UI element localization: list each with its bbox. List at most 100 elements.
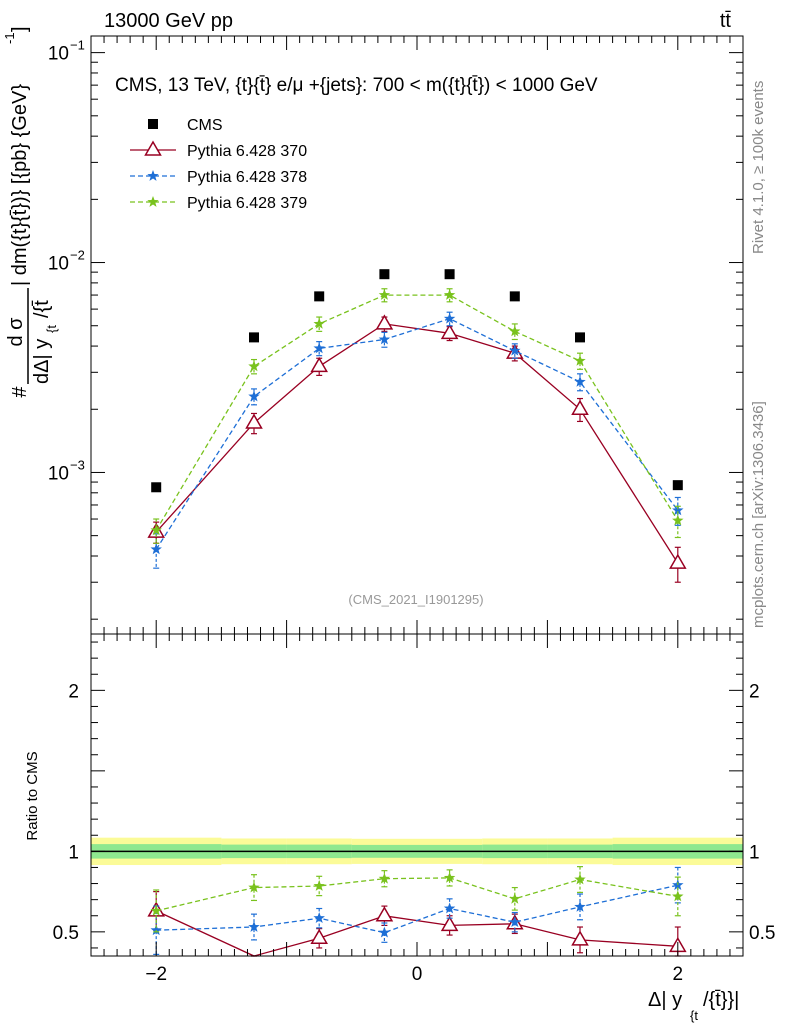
main-370-point [375,314,394,330]
ratio-378-point [150,924,162,936]
ratio-plot-frame [90,633,744,957]
ratio-370-point [310,928,328,945]
main-y-tick-label: 10 [48,44,69,65]
header-left-label: 13000 GeV pp [104,10,233,32]
legend-label: Pythia 6.428 378 [187,169,307,186]
ratio-379-point [443,871,456,883]
ratio-y-tick-label-left: 2 [68,681,79,702]
ratio-379-point [248,881,260,893]
main-panel: 10−110−210−3 CMS, 13 TeV, {t}{t̄} e/μ +{… [2,26,744,635]
main-378-series [150,311,684,569]
main-378-point [313,342,325,354]
ylabel-prefix: # [9,386,31,398]
ratio-x-axis-label: Δ| y {t /{t̄}}| [648,989,739,1023]
ratio-379-line [156,877,678,912]
ratio-378-point [248,921,260,932]
main-379-point [443,289,456,300]
ratio-379-point [150,904,162,916]
ratio-x-tick-labels: −2 0 2 [145,964,683,985]
main-379-series [150,288,684,544]
ratio-379-series [150,866,684,933]
main-379-line [155,294,679,531]
ratio-y-tick-labels: 0.5 0.5 1 1 2 2 [53,681,776,944]
main-y-tick-exponent: −3 [70,457,85,472]
main-370-point [310,356,328,373]
main-378-point [509,344,521,356]
ratio-378-point [574,900,586,912]
ratio-370-point [440,915,459,932]
main-379-point [509,325,521,337]
main-378-point [574,375,586,387]
main-378-point [378,333,391,345]
main-370-point [245,413,263,429]
ratio-axis-ticks [90,634,744,956]
ratio-uncertainty-bands [91,837,743,866]
ratio-379-point [313,879,325,891]
ratio-378-point [313,912,325,924]
main-370-point [669,553,687,569]
ratio-x-tick-label: 0 [412,964,423,985]
ratio-379-point [509,892,521,904]
legend-marker [148,119,158,129]
main-370-line [155,323,679,564]
mcplots-label: mcplots.cern.ch [arXiv:1306.3436] [750,401,767,628]
ratio-379-point [378,872,391,884]
main-378-point [443,312,456,324]
legend-entry: Pythia 6.428 379 [130,195,307,212]
ylabel-exponent: -1 [2,32,17,44]
ratio-y-tick-label-left: 0.5 [53,923,79,944]
ylabel-middle: | dm({t}{t̄})} [{pb} {GeV} [9,84,31,286]
main-y-tick-label: 10 [48,254,69,275]
main-379-point [248,360,260,372]
ratio-379-point [672,890,684,902]
main-379-point [378,289,391,300]
main-378-point [248,390,260,402]
main-y-tick-labels: 10−110−210−3 [48,38,85,485]
ylabel-subscript: {t [44,325,59,333]
main-cms-point [672,480,683,491]
ratio-y-tick-label-right: 2 [749,681,760,702]
main-cms-point [509,291,520,302]
header-right-label: tt̄ [720,10,732,32]
xlabel-prefix: Δ| y [648,989,682,1011]
watermark-label: (CMS_2021_I1901295) [348,592,483,607]
ratio-y-axis-label: Ratio to CMS [24,751,41,840]
ratio-y-tick-label-left: 1 [68,842,79,863]
main-cms-point [379,269,390,280]
legend-entry: Pythia 6.428 378 [130,169,307,186]
ratio-panel: 0.5 0.5 1 1 2 2 −2 0 2 Ratio to CMS Δ| y {t /{t… [24,633,776,1023]
main-y-tick-exponent: −2 [70,248,85,263]
ylabel-denominator: dΔ| y [31,339,53,384]
xlabel-subscript: {t [690,1008,698,1023]
main-axis-ticks [90,36,744,634]
main-cms-series [151,269,683,493]
main-cms-point [249,332,259,343]
main-y-tick-exponent: −1 [70,38,85,53]
main-378-point [672,504,684,516]
main-379-point [150,524,162,536]
main-series-group [147,269,687,583]
xlabel-suffix: /{t̄}}| [703,989,739,1011]
main-378-point [150,543,162,555]
ratio-378-line [156,884,678,934]
main-378-line [155,318,679,550]
legend-label: CMS [187,117,223,134]
ratio-378-point [443,902,456,914]
legend: CMS Pythia 6.428 370 Pythia 6.428 378 Pythi… [130,117,307,212]
main-370-point [571,399,589,416]
main-y-axis-label: # d σ dΔ| y {t /{t̄ | dm({t}{t̄})} [{pb}… [2,26,59,397]
legend-label: Pythia 6.428 379 [187,195,307,212]
ratio-y-tick-label-right: 0.5 [749,923,775,944]
ratio-x-tick-label: 2 [673,964,684,985]
ylabel-tail: /{t̄ [31,300,53,318]
main-cms-point [314,291,325,302]
ratio-y-tick-label-right: 1 [749,842,760,863]
ratio-370-point [571,930,589,946]
rivet-label: Rivet 4.1.0, ≥ 100k events [750,81,767,254]
legend-marker [147,170,159,181]
ylabel-numerator: d σ [5,317,27,347]
main-379-point [574,354,586,366]
main-cms-point [444,269,455,280]
main-y-tick-label: 10 [48,463,69,484]
